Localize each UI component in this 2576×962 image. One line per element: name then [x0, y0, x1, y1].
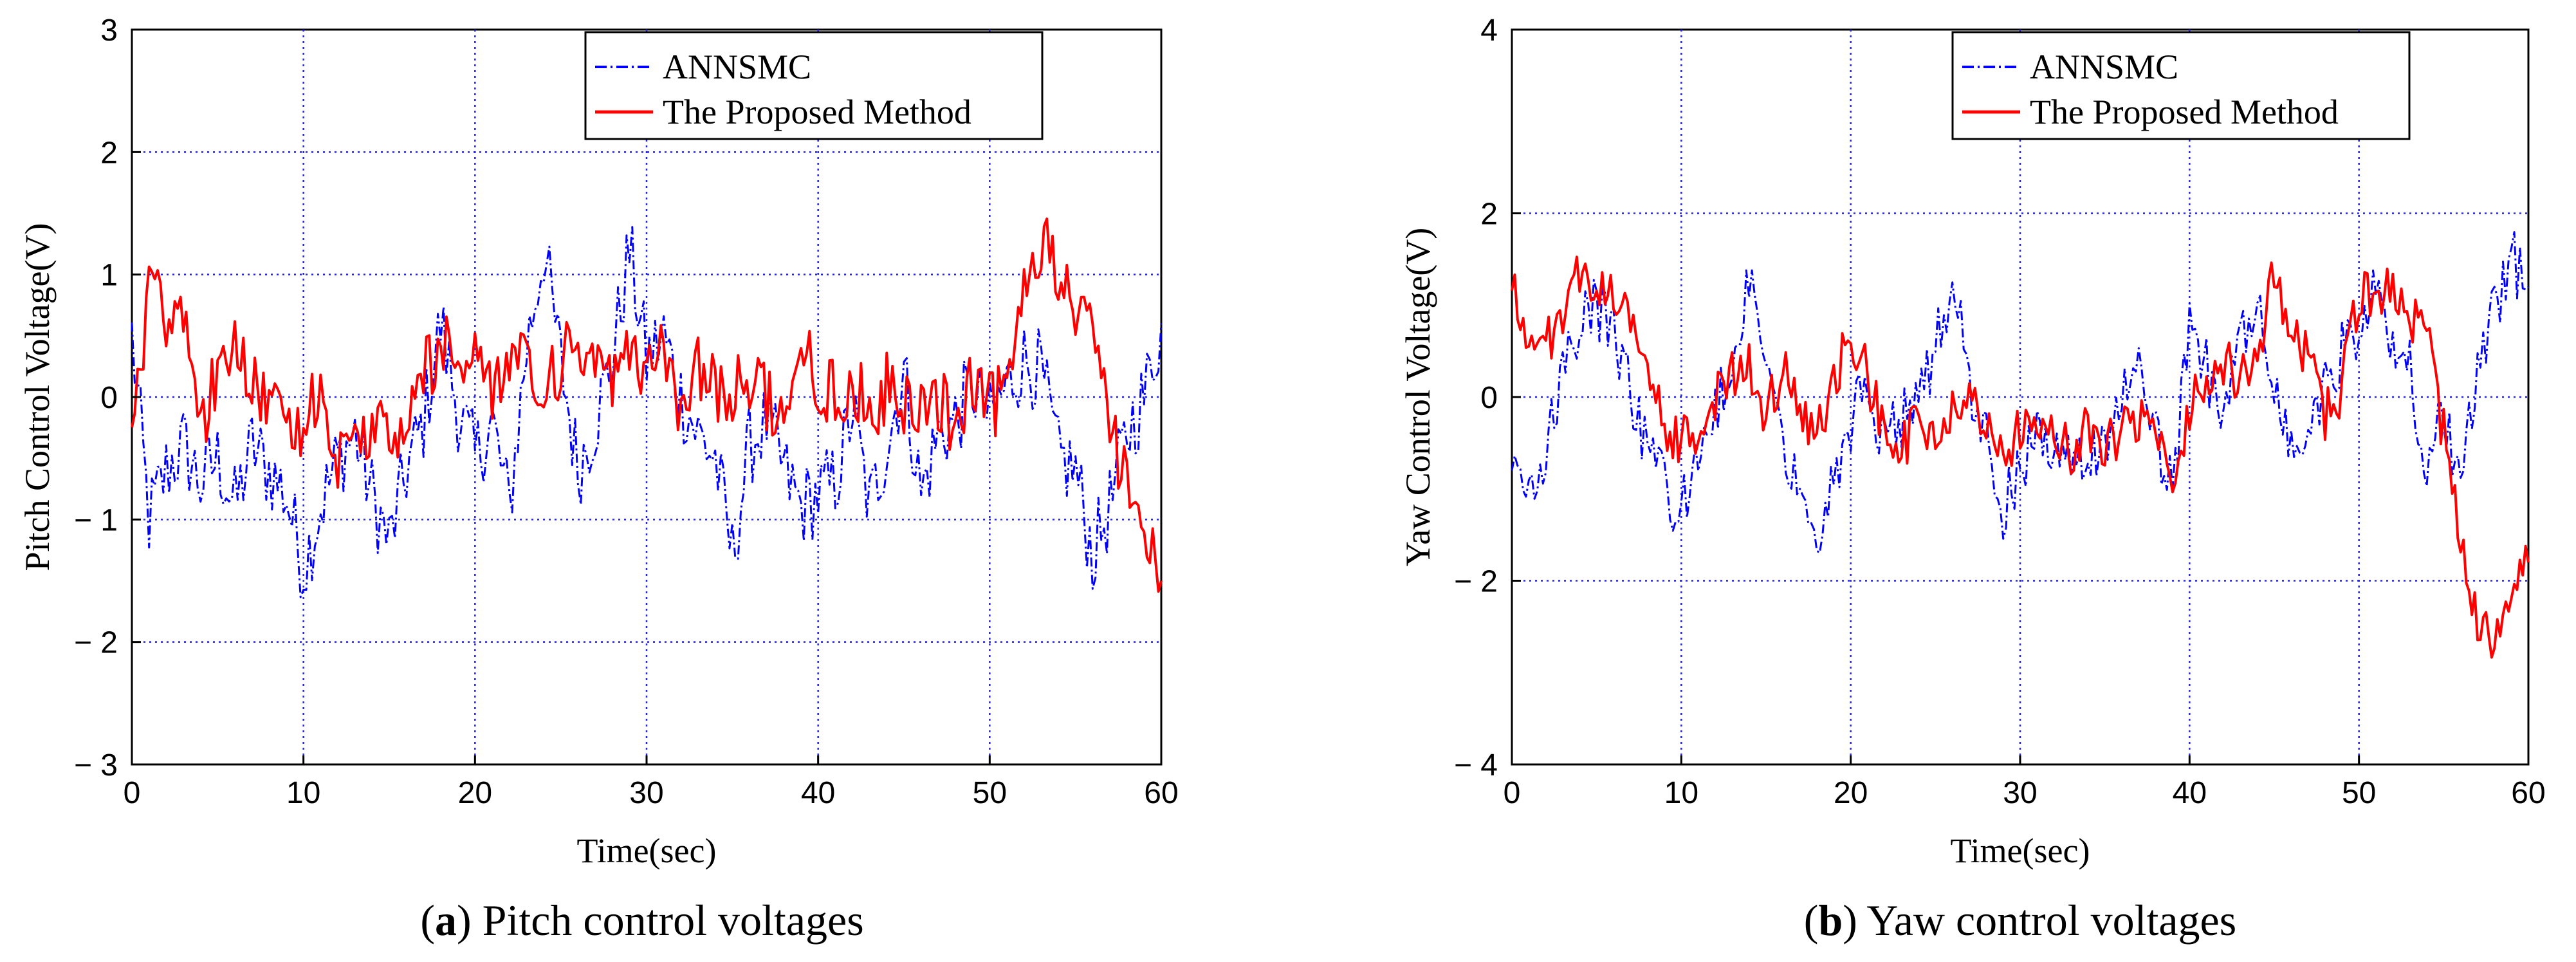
yaw-x-tick-label: 60 [2511, 776, 2545, 810]
pitch-x-tick-label: 30 [629, 776, 663, 810]
yaw-x-tick-label: 0 [1504, 776, 1521, 810]
pitch-y-tick-label: 3 [100, 14, 118, 48]
pitch-legend-label-proposed: The Proposed Method [663, 93, 971, 131]
pitch-x-tick-label: 50 [973, 776, 1007, 810]
yaw-series [1511, 231, 2530, 659]
pitch-y-tick-label: 2 [100, 136, 118, 170]
yaw-y-axis-label: Yaw Control Voltage(V) [1399, 228, 1437, 567]
yaw-x-tick-label: 20 [1834, 776, 1868, 810]
pitch-y-axis-label: Pitch Control Voltage(V) [18, 223, 57, 571]
yaw-x-tick-label: 10 [1664, 776, 1698, 810]
pitch-caption-letter: a [435, 896, 457, 945]
yaw-legend-label-proposed: The Proposed Method [2030, 93, 2339, 131]
yaw-y-tick-label: 4 [1480, 14, 1498, 48]
pitch-x-tick-label: 60 [1144, 776, 1178, 810]
yaw-caption: (b) Yaw control voltages [1804, 896, 2236, 945]
pitch-series [131, 217, 1163, 598]
pitch-caption-text: ) Pitch control voltages [457, 896, 864, 945]
yaw-x-axis-label: Time(sec) [1951, 831, 2090, 870]
pitch-grid [132, 30, 1161, 764]
yaw-caption-letter: b [1818, 896, 1843, 945]
pitch-legend-label-annsmc: ANNSMC [663, 48, 811, 86]
yaw-y-tick-label: 2 [1480, 198, 1498, 232]
pitch-legend-box [584, 31, 1044, 140]
yaw-legend-box [1951, 31, 2411, 140]
yaw-grid [1512, 30, 2528, 764]
yaw-series-line-annsmc [1511, 231, 2530, 554]
pitch-y-tick-label: − 2 [74, 626, 118, 660]
pitch-y-tick-label: 0 [100, 381, 118, 415]
pitch-x-tick-label: 0 [124, 776, 141, 810]
pitch-legend: ANNSMC The Proposed Method [584, 31, 1044, 140]
yaw-y-tick-label: − 4 [1454, 748, 1498, 782]
yaw-caption-text: ) Yaw control voltages [1843, 896, 2236, 945]
yaw-x-tick-label: 40 [2173, 776, 2207, 810]
pitch-y-tick-label: − 3 [74, 748, 118, 782]
yaw-y-tick-label: 0 [1480, 381, 1498, 415]
pitch-x-tick-label: 40 [801, 776, 835, 810]
yaw-x-tick-label: 50 [2342, 776, 2376, 810]
yaw-series-line-proposed [1511, 255, 2530, 659]
pitch-y-tick-label: − 1 [74, 503, 118, 537]
pitch-y-tick-label: 1 [100, 259, 118, 293]
yaw-legend-label-annsmc: ANNSMC [2030, 48, 2178, 86]
pitch-series-line-proposed [131, 217, 1163, 593]
yaw-x-tick-label: 30 [2003, 776, 2037, 810]
pitch-x-tick-label: 10 [286, 776, 320, 810]
pitch-x-axis-label: Time(sec) [577, 831, 717, 870]
yaw-y-tick-label: − 2 [1454, 565, 1498, 599]
yaw-legend: ANNSMC The Proposed Method [1951, 31, 2411, 140]
pitch-caption: (a) Pitch control voltages [420, 896, 863, 945]
pitch-series-line-annsmc [131, 226, 1163, 598]
pitch-x-tick-label: 20 [458, 776, 492, 810]
